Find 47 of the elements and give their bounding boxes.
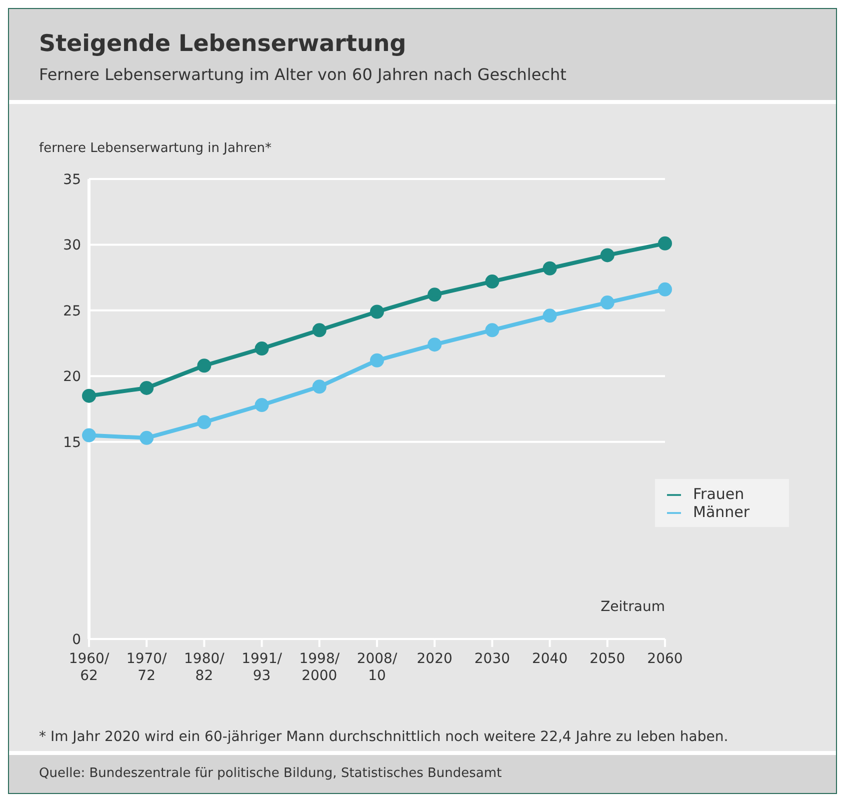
point: [428, 338, 442, 352]
point: [485, 323, 500, 338]
x-tick-label: 2020: [416, 651, 452, 667]
x-tick-label: 1991/93: [242, 651, 282, 684]
source-note: Quelle: Bundeszentrale für politische Bildung, Statistisches Bundesamt: [9, 751, 836, 793]
chart-subtitle: Fernere Lebenserwartung im Alter von 60 Jahren nach Geschlecht: [39, 65, 568, 84]
y-tick-label: 20: [63, 369, 81, 386]
point: [658, 236, 672, 250]
x-tick-label: 1998/2000: [299, 651, 340, 684]
x-tick-label: 2040: [532, 651, 568, 667]
y-tick-label: 35: [63, 172, 81, 188]
text: * Im Jahr 2020 wird ein 60-jähriger Mann durchschnittlich noch weitere 22,4 Jahre zu leben haben.: [39, 729, 728, 745]
point: [428, 288, 442, 302]
y-tick-label: 15: [63, 434, 81, 451]
point: [370, 304, 384, 319]
x-axis-title: Zeitraum: [600, 598, 665, 615]
point: [600, 248, 614, 262]
y-axis-title: fernere Lebenserwartung in Jahren*: [39, 141, 272, 156]
y-tick-label: 25: [63, 303, 81, 320]
y-tick-label: 30: [63, 238, 81, 254]
point: [82, 388, 96, 403]
chart-title: Steigende Lebenserwartung: [39, 31, 408, 57]
y-tick-label: 0: [72, 632, 81, 648]
point: [197, 358, 212, 373]
legend-label: Männer: [693, 503, 750, 521]
point: [312, 323, 326, 338]
x-tick-label: 1980/82: [184, 651, 225, 684]
x-tick-label: 1960/62: [68, 651, 110, 684]
x-tick-label: 2060: [647, 651, 683, 667]
point: [658, 282, 672, 296]
point: [254, 398, 269, 412]
x-tick-label: 2050: [590, 651, 626, 667]
legend-label: Frauen: [693, 485, 744, 503]
x-tick-label: 2008/10: [356, 651, 398, 684]
point: [140, 430, 154, 445]
point: [600, 296, 614, 310]
point: [140, 380, 154, 395]
point: [82, 428, 96, 442]
point: [542, 308, 557, 323]
x-tick-label: 2030: [474, 651, 510, 667]
point: [197, 415, 212, 430]
point: [485, 274, 500, 289]
point: [312, 380, 326, 394]
point: [254, 342, 269, 356]
x-tick-label: 1970/72: [126, 651, 168, 684]
point: [370, 353, 384, 368]
point: [542, 261, 557, 276]
